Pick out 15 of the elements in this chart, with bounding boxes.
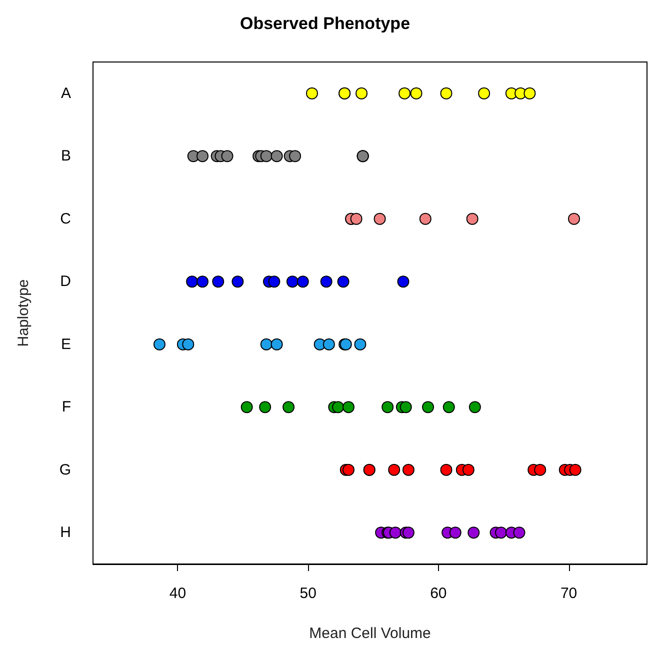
y-tick-label: B [60,148,71,165]
y-tick-label: G [59,461,71,478]
y-tick-label: C [60,210,72,228]
x-tick-label: 60 [430,585,447,602]
y-tick-label: E [60,336,71,353]
x-tick-label: 40 [169,585,186,602]
y-tick-label: F [62,398,71,416]
x-tick-label: 70 [560,585,578,602]
y-tick-label: A [60,84,71,102]
y-axis-title: Haplotype [15,279,32,347]
y-tick-label: D [60,273,72,290]
x-tick-label: 50 [300,585,316,602]
y-tick-label: H [60,524,71,542]
chart-title: Observed Phenotype [240,14,410,33]
x-axis-title: Mean Cell Volume [309,625,431,642]
